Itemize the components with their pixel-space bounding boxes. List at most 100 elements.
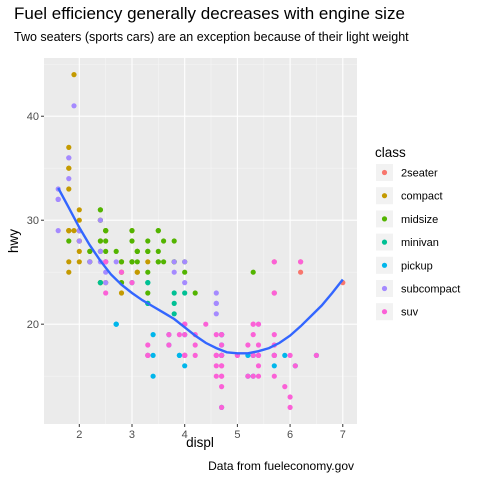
legend-label-minivan: minivan	[401, 237, 439, 249]
y-tick-label: 20	[27, 319, 39, 331]
data-point-midsize	[103, 248, 109, 254]
legend-swatch-2seater	[381, 169, 388, 176]
data-point-midsize	[113, 248, 119, 254]
data-point-pickup	[282, 352, 288, 358]
data-point-midsize	[145, 269, 151, 275]
y-axis-title: hwy	[6, 229, 21, 253]
data-point-suv	[313, 352, 319, 358]
data-point-midsize	[161, 259, 167, 265]
data-point-suv	[182, 352, 188, 358]
data-point-suv	[213, 352, 219, 358]
legend-swatch-minivan	[381, 239, 388, 245]
y-axis-ticks: 20 30 40	[27, 111, 44, 331]
legend-swatch-suv	[381, 309, 388, 315]
data-point-subcompact	[213, 300, 219, 306]
data-point-suv	[118, 269, 125, 275]
data-point-minivan	[171, 311, 177, 317]
data-point-compact	[66, 186, 72, 192]
data-point-subcompact	[97, 217, 103, 223]
data-point-suv	[176, 332, 182, 338]
chart-caption: Data from fueleconomy.gov	[208, 459, 354, 473]
data-point-suv	[182, 332, 188, 338]
data-point-suv	[166, 342, 172, 348]
data-point-suv	[203, 321, 209, 327]
data-point-compact	[134, 269, 140, 275]
x-tick-label: 3	[129, 429, 135, 441]
data-point-midsize	[250, 269, 256, 275]
data-point-compact	[118, 290, 125, 296]
plot-panel	[44, 58, 357, 424]
data-point-compact	[76, 259, 82, 265]
data-point-suv	[287, 404, 293, 410]
data-point-suv	[250, 373, 256, 379]
data-point-suv	[255, 373, 262, 379]
data-point-minivan	[171, 300, 177, 306]
data-point-midsize	[182, 269, 188, 275]
data-point-pickup	[150, 373, 156, 379]
data-point-midsize	[87, 248, 93, 254]
data-point-suv	[166, 332, 172, 338]
data-point-subcompact	[97, 248, 103, 254]
data-point-midsize	[161, 238, 167, 244]
data-point-compact	[66, 269, 72, 275]
data-point-midsize	[103, 228, 109, 234]
data-point-compact	[76, 217, 82, 223]
data-point-subcompact	[55, 228, 61, 234]
x-tick-label: 2	[76, 429, 82, 441]
smooth-trend-line	[57, 187, 344, 355]
data-point-suv	[192, 342, 198, 348]
legend-swatch-compact	[381, 193, 388, 199]
legend-label-suv: suv	[401, 307, 419, 319]
data-point-pickup	[182, 363, 188, 369]
data-point-minivan	[171, 290, 177, 296]
data-point-suv	[271, 373, 277, 379]
data-point-suv	[255, 352, 262, 358]
data-point-compact	[66, 259, 72, 265]
legend-label-midsize: midsize	[401, 214, 438, 226]
data-point-compact	[71, 228, 77, 234]
x-axis-ticks: 2 3 4 5 6 7	[76, 424, 346, 441]
data-point-suv	[219, 342, 225, 348]
data-point-suv	[287, 394, 293, 400]
data-point-suv	[282, 384, 288, 390]
data-point-suv	[213, 363, 219, 369]
data-point-midsize	[145, 238, 151, 244]
data-point-subcompact	[113, 259, 119, 265]
data-point-pickup	[150, 352, 156, 358]
data-point-subcompact	[71, 103, 77, 109]
data-point-suv	[287, 352, 293, 358]
legend-title: class	[375, 145, 406, 160]
data-point-suv	[145, 342, 151, 348]
data-point-subcompact	[213, 311, 219, 317]
data-point-minivan	[145, 280, 151, 286]
data-point-subcompact	[55, 196, 61, 202]
data-point-midsize	[103, 238, 109, 244]
data-points	[55, 72, 346, 410]
data-point-midsize	[118, 259, 125, 265]
data-point-suv	[219, 373, 225, 379]
data-point-midsize	[134, 248, 140, 254]
data-point-subcompact	[182, 280, 188, 286]
data-point-compact	[71, 72, 77, 78]
data-point-suv	[245, 373, 251, 379]
minor-gridlines	[44, 58, 357, 424]
data-point-subcompact	[182, 259, 188, 265]
data-point-suv	[271, 332, 277, 338]
y-tick-label: 30	[27, 215, 39, 227]
data-point-suv	[213, 332, 219, 338]
data-point-subcompact	[103, 280, 109, 286]
data-point-subcompact	[87, 259, 93, 265]
data-point-midsize	[145, 248, 151, 254]
data-point-suv	[213, 373, 219, 379]
data-point-suv	[219, 384, 225, 390]
data-point-compact	[66, 144, 72, 150]
data-point-pickup	[150, 332, 156, 338]
data-point-midsize	[192, 290, 198, 296]
data-point-suv	[250, 352, 256, 358]
data-point-midsize	[129, 259, 135, 265]
legend: class 2seater compact midsize minivan pickup…	[375, 145, 460, 321]
x-axis-title: displ	[186, 435, 214, 450]
data-point-midsize	[129, 228, 135, 234]
data-point-pickup	[176, 352, 182, 358]
